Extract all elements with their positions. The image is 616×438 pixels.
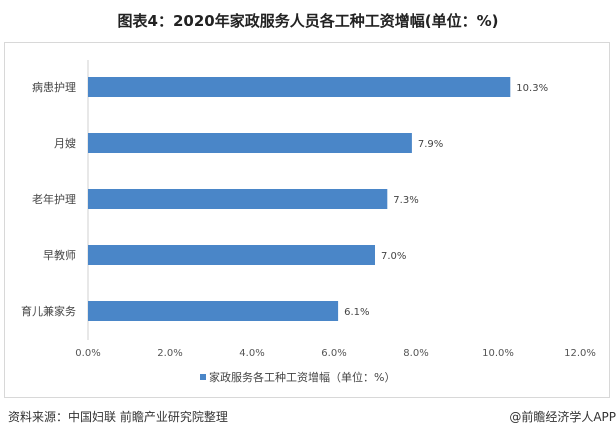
bar bbox=[88, 245, 375, 265]
bar bbox=[88, 301, 339, 321]
chart-frame bbox=[4, 42, 610, 398]
legend-label: 家政服务各工种工资增幅（单位：%） bbox=[209, 370, 395, 384]
category-label: 月嫂 bbox=[54, 137, 76, 150]
x-tick-label: 4.0% bbox=[239, 348, 264, 359]
category-label: 早教师 bbox=[43, 249, 76, 262]
data-label: 7.9% bbox=[418, 139, 443, 150]
bar bbox=[88, 77, 511, 97]
x-tick-label: 6.0% bbox=[321, 348, 346, 359]
bar bbox=[88, 133, 412, 153]
data-label: 10.3% bbox=[516, 83, 548, 94]
category-label: 育儿兼家务 bbox=[21, 304, 76, 318]
category-label: 老年护理 bbox=[32, 192, 76, 206]
bar bbox=[88, 189, 388, 209]
x-tick-label: 12.0% bbox=[564, 348, 596, 359]
data-label: 7.0% bbox=[381, 251, 406, 262]
data-label: 7.3% bbox=[393, 195, 418, 206]
x-tick-label: 0.0% bbox=[75, 348, 100, 359]
legend-swatch bbox=[200, 374, 206, 380]
x-tick-label: 2.0% bbox=[157, 348, 182, 359]
data-label: 6.1% bbox=[344, 307, 369, 318]
x-tick-label: 8.0% bbox=[403, 348, 428, 359]
chart-title: 图表4：2020年家政服务人员各工种工资增幅(单位：%) bbox=[117, 12, 499, 30]
credit: @前瞻经济学人APP bbox=[509, 410, 616, 424]
source-note: 资料来源：中国妇联 前瞻产业研究院整理 bbox=[8, 410, 228, 424]
category-label: 病患护理 bbox=[32, 80, 76, 94]
x-tick-label: 10.0% bbox=[482, 348, 514, 359]
